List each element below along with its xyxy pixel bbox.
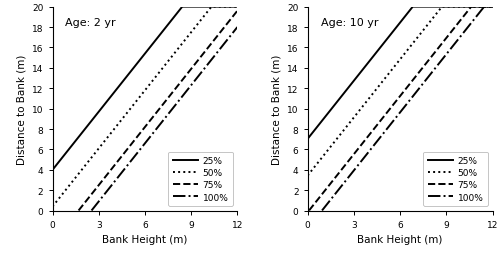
Y-axis label: Distance to Bank (m): Distance to Bank (m) xyxy=(272,54,281,164)
Legend: 25%, 50%, 75%, 100%: 25%, 50%, 75%, 100% xyxy=(424,152,488,206)
Y-axis label: Distance to Bank (m): Distance to Bank (m) xyxy=(16,54,26,164)
X-axis label: Bank Height (m): Bank Height (m) xyxy=(358,234,443,244)
Legend: 25%, 50%, 75%, 100%: 25%, 50%, 75%, 100% xyxy=(168,152,233,206)
Text: Age: 10 yr: Age: 10 yr xyxy=(320,18,378,28)
X-axis label: Bank Height (m): Bank Height (m) xyxy=(102,234,188,244)
Text: Age: 2 yr: Age: 2 yr xyxy=(66,18,116,28)
